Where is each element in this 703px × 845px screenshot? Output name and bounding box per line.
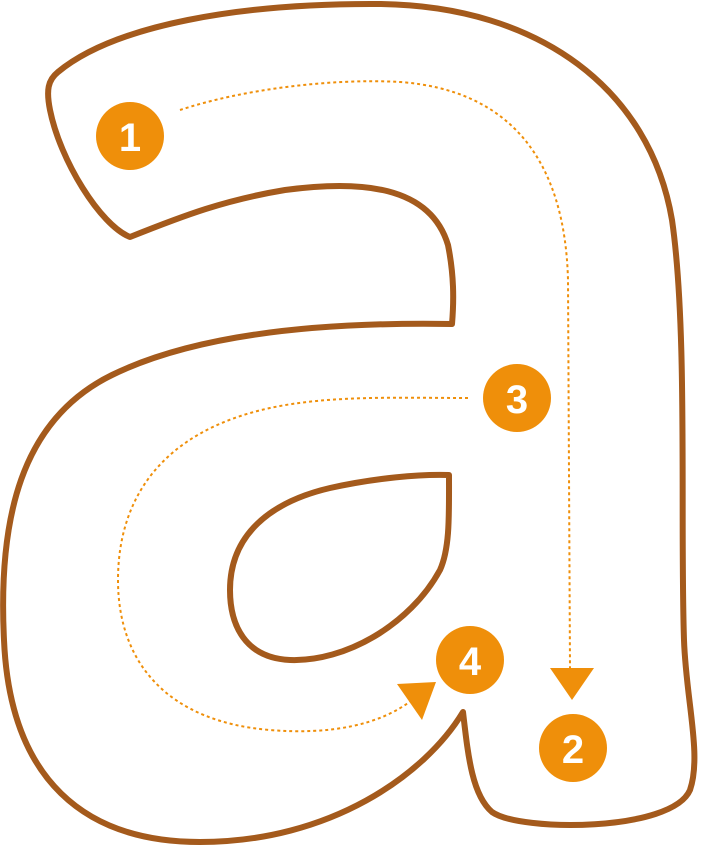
arrowhead-bowl [397,682,436,720]
step-number-3: 3 [506,378,528,422]
step-number-4: 4 [459,640,482,684]
step-badge-3: 3 [483,364,551,432]
step-badge-2: 2 [539,714,607,782]
step-number-1: 1 [119,116,141,160]
letter-a-counter [227,471,453,664]
arrowhead-down [550,668,594,700]
stroke-path-1-to-2 [179,80,571,669]
step-badge-1: 1 [96,102,164,170]
step-number-2: 2 [562,728,584,772]
step-badge-4: 4 [436,626,504,694]
